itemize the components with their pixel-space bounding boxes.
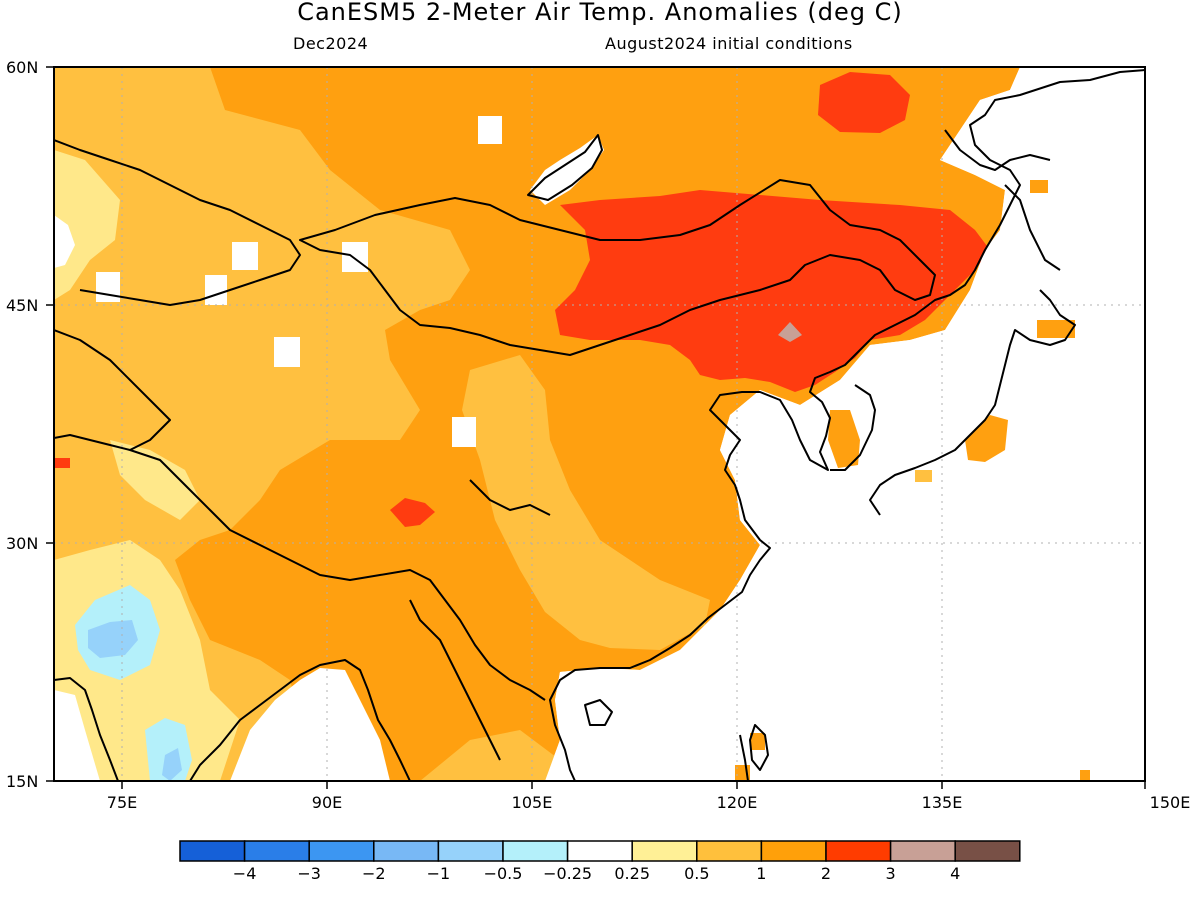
lat-label-60n: 60N xyxy=(6,58,38,77)
subtitle-initial-conditions: August2024 initial conditions xyxy=(605,34,853,53)
colorbar-swatch xyxy=(566,840,633,862)
lake-mask-2 xyxy=(342,242,368,272)
colorbar-swatch xyxy=(825,840,892,862)
colorbar-label: 1 xyxy=(756,864,766,883)
shade-blue-south xyxy=(162,748,182,781)
lake-mask-1 xyxy=(478,116,502,144)
map-title: CanESM5 2-Meter Air Temp. Anomalies (deg… xyxy=(297,0,903,26)
coast-korea xyxy=(830,384,876,471)
colorbar-label: 0.5 xyxy=(684,864,709,883)
shade-light-yellow-north xyxy=(110,440,200,520)
border-china-mongolia xyxy=(299,179,936,356)
shade-white-west xyxy=(54,215,75,268)
border-central-asia xyxy=(54,329,171,451)
colorbar-swatch xyxy=(308,840,375,862)
lon-label-120e: 120E xyxy=(717,793,758,812)
lon-label-135e: 135E xyxy=(922,793,963,812)
colorbar-label: −3 xyxy=(297,864,321,883)
lon-label-90e: 90E xyxy=(312,793,342,812)
axis-ticks xyxy=(46,66,1146,789)
graticule xyxy=(54,67,1145,781)
border-himalaya xyxy=(129,449,546,701)
ocean-bengal xyxy=(230,668,390,781)
colorbar-swatch xyxy=(179,840,246,862)
coast-india xyxy=(54,659,411,781)
lon-label-75e: 75E xyxy=(107,793,137,812)
shade-red-tibet xyxy=(390,498,435,527)
shade-red-west-edge xyxy=(54,458,70,468)
colorbar-label: 3 xyxy=(886,864,896,883)
border-russia-kazakh xyxy=(54,139,301,306)
colorbar-label: 2 xyxy=(821,864,831,883)
shade-red-mongolia xyxy=(555,190,990,392)
lake-mask-6 xyxy=(205,275,227,305)
coast-philippines xyxy=(739,734,749,781)
colorbar-swatch xyxy=(437,840,504,862)
lon-label-150e: 150E xyxy=(1150,793,1191,812)
coastlines xyxy=(54,69,1145,781)
lake-mask-5 xyxy=(232,242,258,270)
colorbar-label: −1 xyxy=(427,864,451,883)
lake-mask-7 xyxy=(96,272,120,302)
colorbar-label: −0.5 xyxy=(484,864,523,883)
coast-sea-of-okhotsk xyxy=(944,129,1051,171)
colorbar-label: −4 xyxy=(233,864,257,883)
plot-frame xyxy=(53,66,1146,782)
colorbar-swatch xyxy=(760,840,827,862)
lat-label-45n: 45N xyxy=(6,296,38,315)
colorbar-swatch xyxy=(696,840,763,862)
lat-label-15n: 15N xyxy=(6,772,38,791)
colorbar: −4 −3 −2 −1 −0.5 −0.25 0.25 0.5 1 2 3 4 xyxy=(179,840,1021,883)
lake-mask-4 xyxy=(452,417,476,447)
colorbar-swatch xyxy=(631,840,698,862)
colorbar-label: −2 xyxy=(362,864,386,883)
colorbar-swatch xyxy=(954,840,1021,862)
colorbar-label: 4 xyxy=(950,864,960,883)
border-sea-china xyxy=(409,479,551,761)
colorbar-label: 0.25 xyxy=(614,864,650,883)
shade-light-yellow-west xyxy=(54,150,120,300)
ocean-arabian xyxy=(54,690,100,781)
shade-blue-india xyxy=(88,620,138,658)
shade-mauve-spot xyxy=(778,322,802,342)
shade-red-siberia xyxy=(818,72,910,133)
subtitle-month: Dec2024 xyxy=(293,34,369,53)
colorbar-swatch xyxy=(889,840,956,862)
lat-label-30n: 30N xyxy=(6,534,38,553)
lon-label-105e: 105E xyxy=(512,793,553,812)
coast-japan xyxy=(869,184,1076,516)
coast-east-asia xyxy=(549,69,1145,781)
colorbar-swatch xyxy=(243,840,310,862)
shade-light-orange-center xyxy=(462,355,710,650)
lake-mask-3 xyxy=(274,337,300,367)
coast-hainan xyxy=(584,699,613,726)
lake-baikal xyxy=(527,134,603,201)
colorbar-swatch xyxy=(502,840,569,862)
coast-taiwan xyxy=(749,724,769,771)
colorbar-label: −0.25 xyxy=(543,864,592,883)
colorbar-swatch xyxy=(373,840,440,862)
